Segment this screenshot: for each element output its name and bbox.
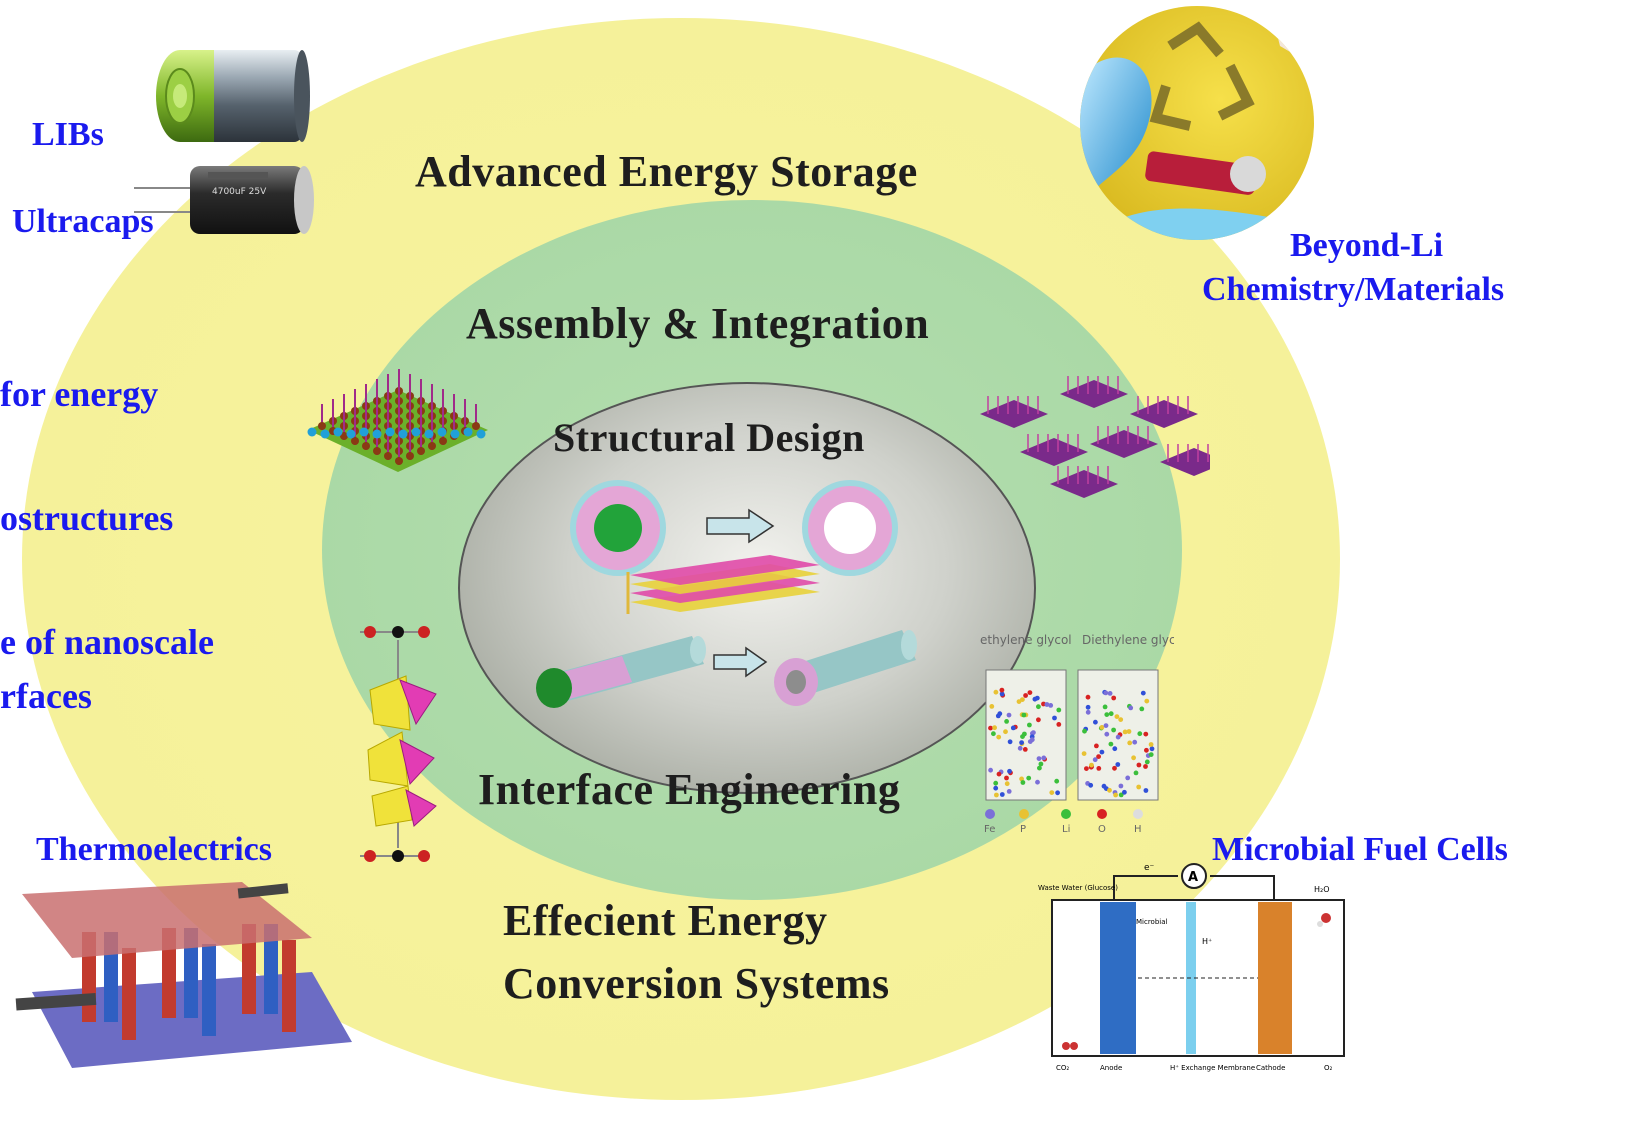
membrane-label: H⁺ Exchange Membrane [1170,1064,1255,1072]
heading-assembly: Assembly & Integration [466,299,930,348]
layered-crystal-icon [620,552,830,616]
left-list-item-4: rfaces [0,676,92,716]
legend-h: H [1134,824,1142,835]
anode-label: Anode [1100,1064,1122,1072]
co2-label: CO₂ [1056,1064,1069,1072]
heading-structural: Structural Design [553,415,865,460]
arrow-icon [705,508,775,544]
capacitor-label: 4700uF 25V [212,187,267,197]
proton-label: H⁺ [1202,937,1212,946]
fuel-cell-diagram: A e⁻ Waste Water (Glucose) Microbial H⁺ … [1036,858,1352,1074]
heading-interface: Interface Engineering [478,765,901,814]
label-thermoelectrics: Thermoelectrics [36,831,272,868]
nanoparticle-array-image [288,360,508,500]
label-beyond-li-chemistry: Chemistry/Materials [1202,271,1505,308]
beyond-li-image [1080,6,1314,240]
water-label: H₂O [1314,885,1330,894]
nanoparticle-tiles-image [960,360,1210,510]
heading-conversion-line1: Effecient Energy [503,896,828,945]
label-beyond-li: Beyond-Li [1290,227,1444,264]
core-shell-solid-icon [568,478,668,578]
legend-p: P [1020,824,1026,835]
label-ultracaps: Ultracaps [12,203,154,240]
waste-water-label: Waste Water (Glucose) [1038,884,1118,892]
heading-conversion-line2: Conversion Systems [503,959,890,1008]
left-list-item-3: e of nanoscale [0,622,214,662]
molecular-simulation-image: ethylene glycol Diethylene glycol Fe P L… [978,630,1174,840]
molecule-label-2: Diethylene glycol [1082,633,1174,647]
legend-o: O [1098,824,1106,835]
heading-storage: Advanced Energy Storage [415,147,918,196]
label-libs: LIBs [32,116,104,153]
legend-li: Li [1062,824,1070,835]
molecule-label-1: ethylene glycol [980,633,1072,647]
battery-image [140,40,310,150]
cathode-label: Cathode [1256,1064,1285,1072]
ammeter-label: A [1188,870,1198,885]
hollow-shell-icon [800,478,900,578]
capacitor-image: 4700uF 25V [128,160,318,240]
o2-label: O₂ [1324,1064,1333,1072]
electron-label: e⁻ [1144,863,1155,873]
arrow-icon-lower [712,646,768,678]
label-microbial-fuel-cells: Microbial Fuel Cells [1212,831,1508,868]
legend-fe: Fe [984,824,995,835]
nanotube-solid-icon [532,624,712,710]
thermoelectric-image [12,872,362,1072]
microbial-label: Microbial [1136,918,1168,926]
crystal-structure-image [350,620,450,870]
core-ellipse [458,382,1036,794]
left-list-item-2: ostructures [0,498,174,538]
left-list-item-1: for energy [0,374,159,414]
nanotube-hollow-icon [770,618,920,710]
